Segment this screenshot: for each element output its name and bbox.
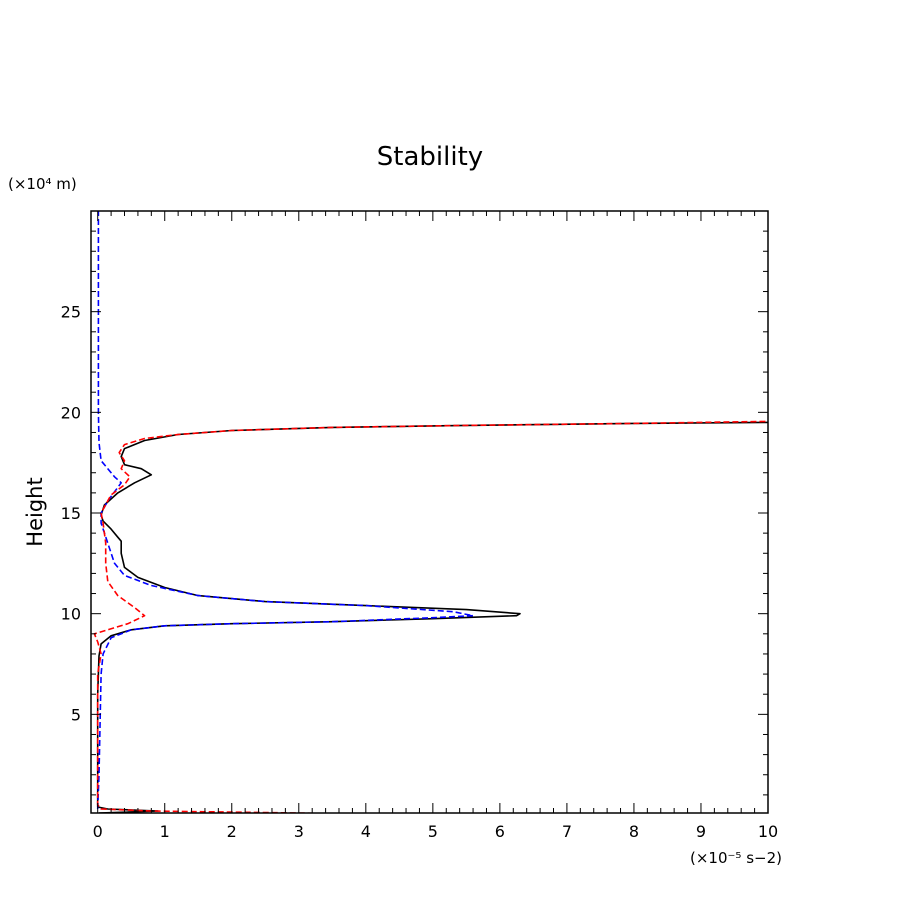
y-tick-label: 5 [71, 705, 81, 724]
y-tick-label: 10 [61, 605, 81, 624]
x-tick-label: 0 [93, 822, 103, 841]
x-tick-label: 6 [495, 822, 505, 841]
y-units-label: (×10⁴ m) [8, 175, 77, 193]
x-tick-label: 8 [629, 822, 639, 841]
x-tick-label: 10 [758, 822, 778, 841]
series-line-2 [93, 420, 768, 813]
x-units-label: (×10⁻⁵ s−2) [690, 849, 782, 867]
series-line-1 [96, 211, 474, 810]
x-tick-label: 9 [696, 822, 706, 841]
x-tick-label: 4 [361, 822, 371, 841]
x-tick-label: 3 [294, 822, 304, 841]
x-tick-label: 7 [562, 822, 572, 841]
x-tick-label: 1 [160, 822, 170, 841]
y-axis-title: Height [23, 477, 47, 546]
y-tick-label: 20 [61, 403, 81, 422]
chart-title: Stability [377, 142, 483, 172]
plot-frame [90, 210, 769, 814]
y-tick-label: 15 [61, 504, 81, 523]
series-line-0 [96, 421, 768, 813]
x-tick-label: 5 [428, 822, 438, 841]
x-tick-label: 2 [227, 822, 237, 841]
plot-area: 0 1 2 3 4 5 6 7 8 9 10 5 10 15 20 25 [61, 210, 778, 841]
y-tick-label: 25 [61, 303, 81, 322]
